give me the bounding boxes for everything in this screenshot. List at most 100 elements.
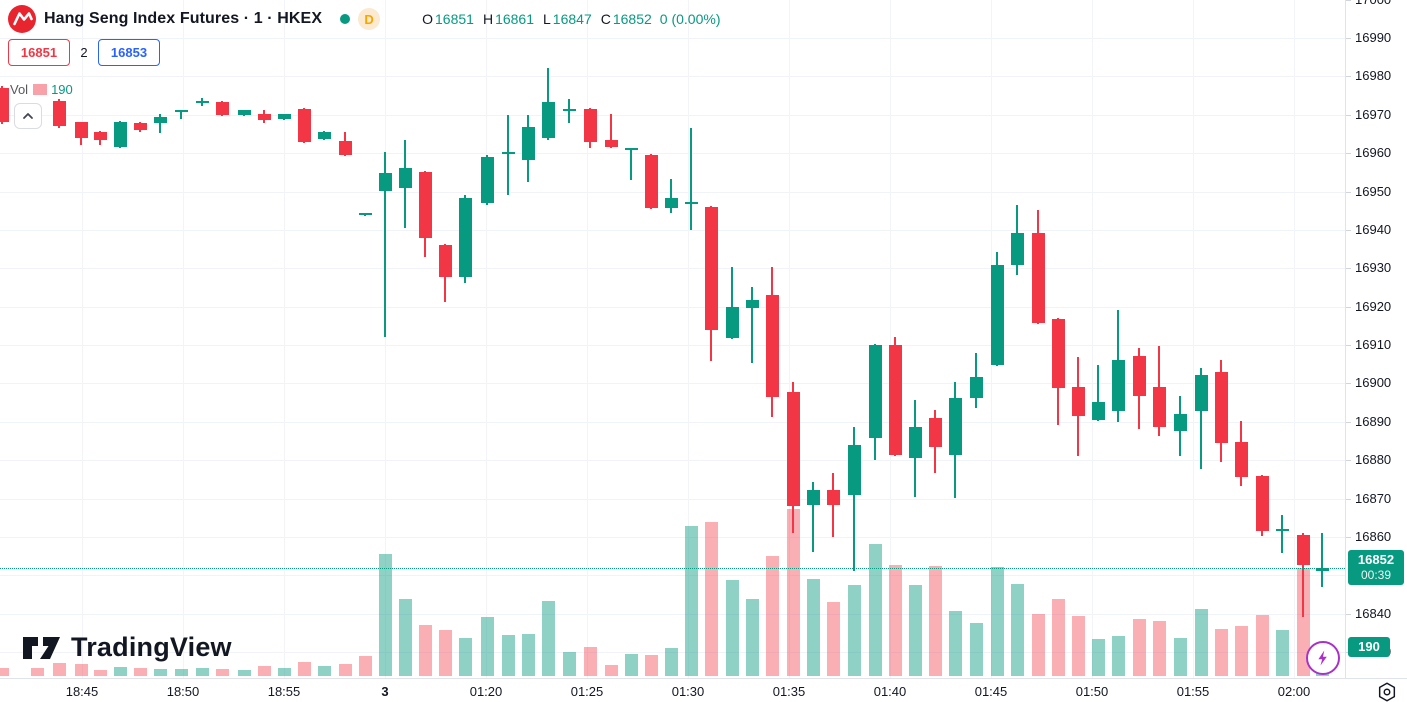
time-axis-label: 01:25 [570, 684, 604, 699]
candle-body [908, 427, 922, 459]
last-price-badge: 16852 00:39 [1348, 549, 1404, 585]
volume-bar [113, 667, 127, 676]
candle-body [624, 147, 638, 150]
volume-bar [1234, 626, 1248, 676]
scale-settings-button[interactable] [1374, 681, 1400, 702]
spread-value: 2 [80, 45, 88, 60]
price-axis-tick [1346, 38, 1351, 39]
volume-bar [1010, 583, 1024, 676]
volume-bar [358, 656, 372, 676]
volume-bar [1275, 630, 1289, 676]
time-axis-label: 01:50 [1075, 684, 1109, 699]
volume-bar [583, 647, 597, 676]
v-gridline [284, 0, 285, 678]
volume-bar [297, 661, 311, 676]
candle-body [1173, 414, 1187, 431]
candle-body [1091, 402, 1105, 421]
h-gridline [0, 498, 1345, 500]
time-axis-label: 01:45 [974, 684, 1008, 699]
candle-body [237, 110, 251, 116]
volume-bar [908, 584, 922, 676]
volume-bar [1071, 616, 1085, 676]
volume-bar [1255, 614, 1269, 676]
time-axis-label: 02:00 [1277, 684, 1311, 699]
candle-wick [690, 128, 692, 231]
tradingview-watermark[interactable]: TradingView [22, 632, 232, 663]
volume-bar [1194, 609, 1208, 676]
volume-bar [624, 653, 638, 676]
price-axis-tick [1346, 498, 1351, 500]
candle-body [317, 132, 331, 139]
volume-bar [745, 599, 759, 676]
candle-wick [180, 109, 182, 119]
volume-bar [1173, 638, 1187, 676]
candle-wick [731, 267, 733, 340]
h-gridline [0, 536, 1345, 538]
volume-bar [990, 567, 1004, 676]
volume-bar [704, 521, 718, 676]
high-label: H [482, 11, 494, 27]
candle-body [1132, 356, 1146, 397]
time-scale[interactable]: 18:45 18:50 18:55 3 01:20 01:25 01:30 01:35 01:4… [0, 678, 1407, 702]
price-axis-label: 16860 [1355, 528, 1392, 544]
h-gridline [0, 421, 1345, 423]
price-axis-tick [1346, 421, 1351, 423]
h-gridline [0, 613, 1345, 615]
candle-body [725, 307, 739, 339]
h-gridline [0, 76, 1345, 78]
volume-bar [521, 633, 535, 676]
candle-wick [384, 151, 386, 338]
last-price-value: 16852 [1357, 551, 1395, 567]
candle-body [297, 108, 311, 142]
h-gridline [0, 229, 1345, 231]
open-label: O [422, 11, 433, 27]
volume-bar [52, 662, 66, 676]
volume-bar [948, 610, 962, 676]
volume-bar [317, 666, 331, 676]
candle-body [786, 392, 800, 507]
v-gridline [789, 0, 790, 678]
candle-body [1111, 360, 1125, 412]
v-gridline [486, 0, 487, 678]
symbol-title[interactable]: Hang Seng Index Futures · 1 · HKEX [44, 10, 323, 27]
candle-body [74, 122, 88, 138]
sell-button[interactable]: 16851 [8, 39, 70, 66]
open-value: 16851 [435, 11, 474, 27]
order-entry: 16851 2 16853 [8, 39, 160, 66]
interval-badge[interactable]: D [358, 8, 381, 30]
candle-body [806, 490, 820, 505]
price-scale[interactable]: 17000 16990 16980 16970 16960 16950 16940 16930… [1345, 0, 1407, 678]
candle-wick [853, 427, 855, 572]
time-axis-label: 3 [381, 684, 389, 699]
candle-body [358, 213, 372, 216]
price-axis-tick [1346, 345, 1351, 346]
volume-bar [1214, 629, 1228, 676]
chart-pane[interactable]: Hang Seng Index Futures · 1 · HKEX D O 1… [0, 0, 1345, 678]
price-axis-label: 16990 [1355, 30, 1392, 45]
candle-wick [1097, 364, 1099, 422]
collapse-legend-button[interactable] [14, 103, 42, 129]
price-axis-label: 16960 [1355, 145, 1392, 161]
volume-bar [1152, 620, 1166, 676]
price-axis-tick [1346, 114, 1351, 116]
time-axis-label: 01:20 [469, 684, 503, 699]
price-axis-label: 16840 [1355, 605, 1392, 621]
price-axis-tick [1346, 613, 1351, 615]
chart-legend: Hang Seng Index Futures · 1 · HKEX D O 1… [8, 5, 721, 33]
volume-bar [562, 651, 576, 676]
candle-body [1255, 476, 1269, 532]
candle-wick [507, 115, 509, 195]
price-axis-label: 16940 [1355, 221, 1392, 237]
volume-bar [765, 556, 779, 676]
current-price-line [0, 567, 1345, 569]
candle-body [113, 122, 127, 147]
quick-trade-button[interactable] [1306, 641, 1340, 675]
candle-body [521, 127, 535, 161]
volume-bar [30, 667, 44, 676]
buy-button[interactable]: 16853 [98, 39, 160, 66]
low-value: 16847 [552, 11, 592, 27]
v-gridline [1294, 0, 1295, 678]
volume-bar [398, 599, 412, 676]
market-status-dot-icon[interactable] [340, 14, 351, 24]
tradingview-logo-icon [23, 636, 60, 659]
